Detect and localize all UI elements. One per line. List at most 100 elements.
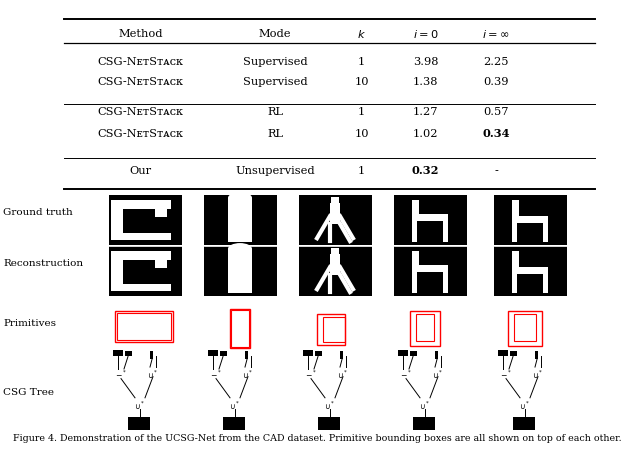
Text: Supervised: Supervised xyxy=(243,77,307,87)
Bar xyxy=(303,350,313,356)
Ellipse shape xyxy=(228,243,252,254)
Text: 2.25: 2.25 xyxy=(483,57,509,67)
Bar xyxy=(398,350,408,356)
Text: Mode: Mode xyxy=(259,29,291,39)
Bar xyxy=(394,195,467,245)
Text: $-^*$: $-^*$ xyxy=(115,371,127,379)
Bar xyxy=(115,312,173,342)
Text: $-^*$: $-^*$ xyxy=(400,371,412,379)
Text: Method: Method xyxy=(118,29,163,39)
Bar xyxy=(323,317,345,342)
Bar xyxy=(299,195,372,245)
Bar xyxy=(514,314,536,341)
Bar xyxy=(508,312,542,346)
Text: Ground truth: Ground truth xyxy=(3,208,73,217)
Bar xyxy=(410,351,417,356)
Bar xyxy=(111,200,171,210)
Text: $\cup^*$: $\cup^*$ xyxy=(243,369,253,381)
Text: Primitives: Primitives xyxy=(3,319,56,329)
Bar xyxy=(512,251,519,267)
Bar xyxy=(512,216,548,223)
Bar xyxy=(125,351,132,356)
Bar xyxy=(111,251,171,261)
Text: CSG-NᴇᴛSᴛᴀᴄᴋ: CSG-NᴇᴛSᴛᴀᴄᴋ xyxy=(98,57,184,67)
Bar xyxy=(394,246,467,296)
Bar xyxy=(204,246,277,296)
Bar xyxy=(150,351,153,359)
Text: RL: RL xyxy=(268,108,283,118)
Text: 1: 1 xyxy=(358,166,365,176)
Bar xyxy=(512,267,548,274)
Bar xyxy=(412,272,417,293)
Text: 0.39: 0.39 xyxy=(483,77,509,87)
Bar xyxy=(331,197,339,205)
Bar xyxy=(315,351,322,356)
Text: $\cup^*$: $\cup^*$ xyxy=(433,369,444,381)
Text: $-^*$: $-^*$ xyxy=(500,371,512,379)
Bar xyxy=(111,285,171,291)
Text: $\cup^*$: $\cup^*$ xyxy=(532,369,543,381)
Text: Figure 4. Demonstration of the UCSG-Net from the CAD dataset. Primitive bounding: Figure 4. Demonstration of the UCSG-Net … xyxy=(13,433,621,443)
Text: $-^*$: $-^*$ xyxy=(210,371,222,379)
Bar xyxy=(443,221,448,242)
Text: 10: 10 xyxy=(355,77,369,87)
Bar xyxy=(513,417,535,430)
Text: $\cup^*$: $\cup^*$ xyxy=(337,369,349,381)
Bar xyxy=(331,248,339,255)
Bar xyxy=(245,351,248,359)
Bar xyxy=(512,200,519,216)
Text: CSG-NᴇᴛSᴛᴀᴄᴋ: CSG-NᴇᴛSᴛᴀᴄᴋ xyxy=(98,77,184,87)
Bar xyxy=(223,417,245,430)
Text: $i=\infty$: $i=\infty$ xyxy=(483,28,509,40)
Bar xyxy=(340,351,343,359)
Text: $\cup^*$: $\cup^*$ xyxy=(147,369,159,381)
Bar xyxy=(412,214,448,221)
Text: CSG-NᴇᴛSᴛᴀᴄᴋ: CSG-NᴇᴛSᴛᴀᴄᴋ xyxy=(98,129,184,139)
Text: Unsupervised: Unsupervised xyxy=(236,166,315,176)
Bar xyxy=(412,251,419,265)
Text: -: - xyxy=(494,166,498,176)
Text: CSG Tree: CSG Tree xyxy=(3,388,54,397)
Bar xyxy=(443,272,448,293)
Bar xyxy=(204,195,277,245)
Text: $\cup^*$: $\cup^*$ xyxy=(520,400,531,412)
Bar xyxy=(512,274,517,293)
Bar xyxy=(220,351,227,356)
Bar xyxy=(535,351,538,359)
Bar xyxy=(299,246,372,296)
Text: Supervised: Supervised xyxy=(243,57,307,67)
Bar xyxy=(412,265,448,272)
Bar xyxy=(416,314,434,341)
Bar xyxy=(228,198,252,242)
Text: $-^*$: $-^*$ xyxy=(305,371,317,379)
Bar xyxy=(155,261,167,268)
Bar xyxy=(413,417,435,430)
Text: Reconstruction: Reconstruction xyxy=(3,259,83,268)
Bar xyxy=(510,351,517,356)
Text: $\cup^*$: $\cup^*$ xyxy=(419,400,431,412)
Ellipse shape xyxy=(228,192,252,203)
Bar xyxy=(318,417,340,430)
Bar xyxy=(412,221,417,242)
Text: 10: 10 xyxy=(355,129,369,139)
Text: $k$: $k$ xyxy=(357,28,366,40)
Bar xyxy=(128,417,150,430)
Bar xyxy=(410,312,440,346)
Bar xyxy=(208,350,218,356)
Bar xyxy=(543,223,548,242)
Text: CSG-NᴇᴛSᴛᴀᴄᴋ: CSG-NᴇᴛSᴛᴀᴄᴋ xyxy=(98,108,184,118)
Bar xyxy=(111,234,171,240)
Bar xyxy=(543,274,548,293)
Text: $\cup^*$: $\cup^*$ xyxy=(229,400,241,412)
Text: $\cup^*$: $\cup^*$ xyxy=(134,400,146,412)
Text: $\cup^*$: $\cup^*$ xyxy=(324,400,335,412)
Text: Our: Our xyxy=(130,166,152,176)
Bar xyxy=(155,210,167,217)
Text: 0.34: 0.34 xyxy=(483,128,509,139)
Bar xyxy=(231,311,249,347)
Text: 1: 1 xyxy=(358,57,365,67)
Bar xyxy=(435,351,438,359)
Text: 1.02: 1.02 xyxy=(413,129,438,139)
Text: 1.27: 1.27 xyxy=(413,108,438,118)
Bar xyxy=(109,195,182,245)
